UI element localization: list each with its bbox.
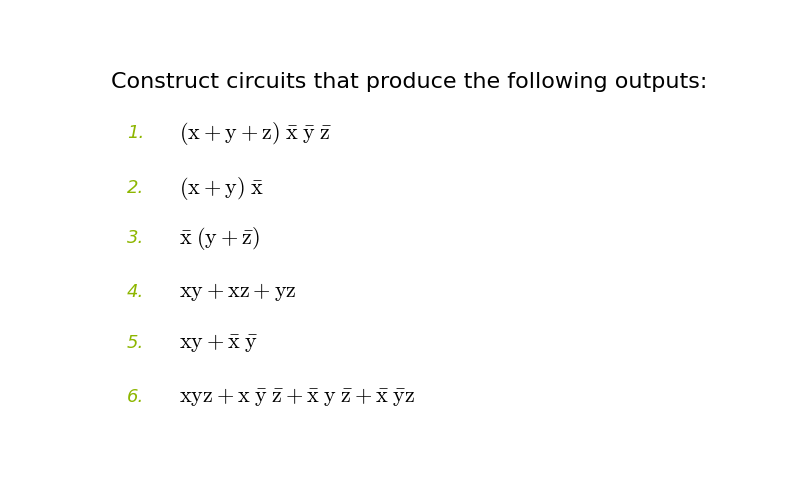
Text: $\mathrm{(x+y)\;\bar{x}}$: $\mathrm{(x+y)\;\bar{x}}$ — [179, 175, 263, 202]
Text: $\mathrm{\bar{x}\;(y+\bar{z})}$: $\mathrm{\bar{x}\;(y+\bar{z})}$ — [179, 225, 260, 251]
Text: 3.: 3. — [127, 229, 144, 247]
Text: $\mathrm{xy+xz+yz}$: $\mathrm{xy+xz+yz}$ — [179, 281, 297, 303]
Text: 6.: 6. — [127, 388, 144, 406]
Text: $\mathrm{(x+y+z)\;\bar{x}\;\bar{y}\;\bar{z}}$: $\mathrm{(x+y+z)\;\bar{x}\;\bar{y}\;\bar… — [179, 120, 331, 147]
Text: 1.: 1. — [127, 124, 144, 142]
Text: 5.: 5. — [127, 334, 144, 353]
Text: $\mathrm{xy+\bar{x}\;\bar{y}}$: $\mathrm{xy+\bar{x}\;\bar{y}}$ — [179, 332, 258, 354]
Text: 4.: 4. — [127, 283, 144, 301]
Text: $\mathrm{xyz+x\;\bar{y}\;\bar{z}+\bar{x}\;y\;\bar{z}+\bar{x}\;\bar{y}z}$: $\mathrm{xyz+x\;\bar{y}\;\bar{z}+\bar{x}… — [179, 386, 416, 408]
Text: 2.: 2. — [127, 180, 144, 197]
Text: Construct circuits that produce the following outputs:: Construct circuits that produce the foll… — [111, 72, 708, 92]
